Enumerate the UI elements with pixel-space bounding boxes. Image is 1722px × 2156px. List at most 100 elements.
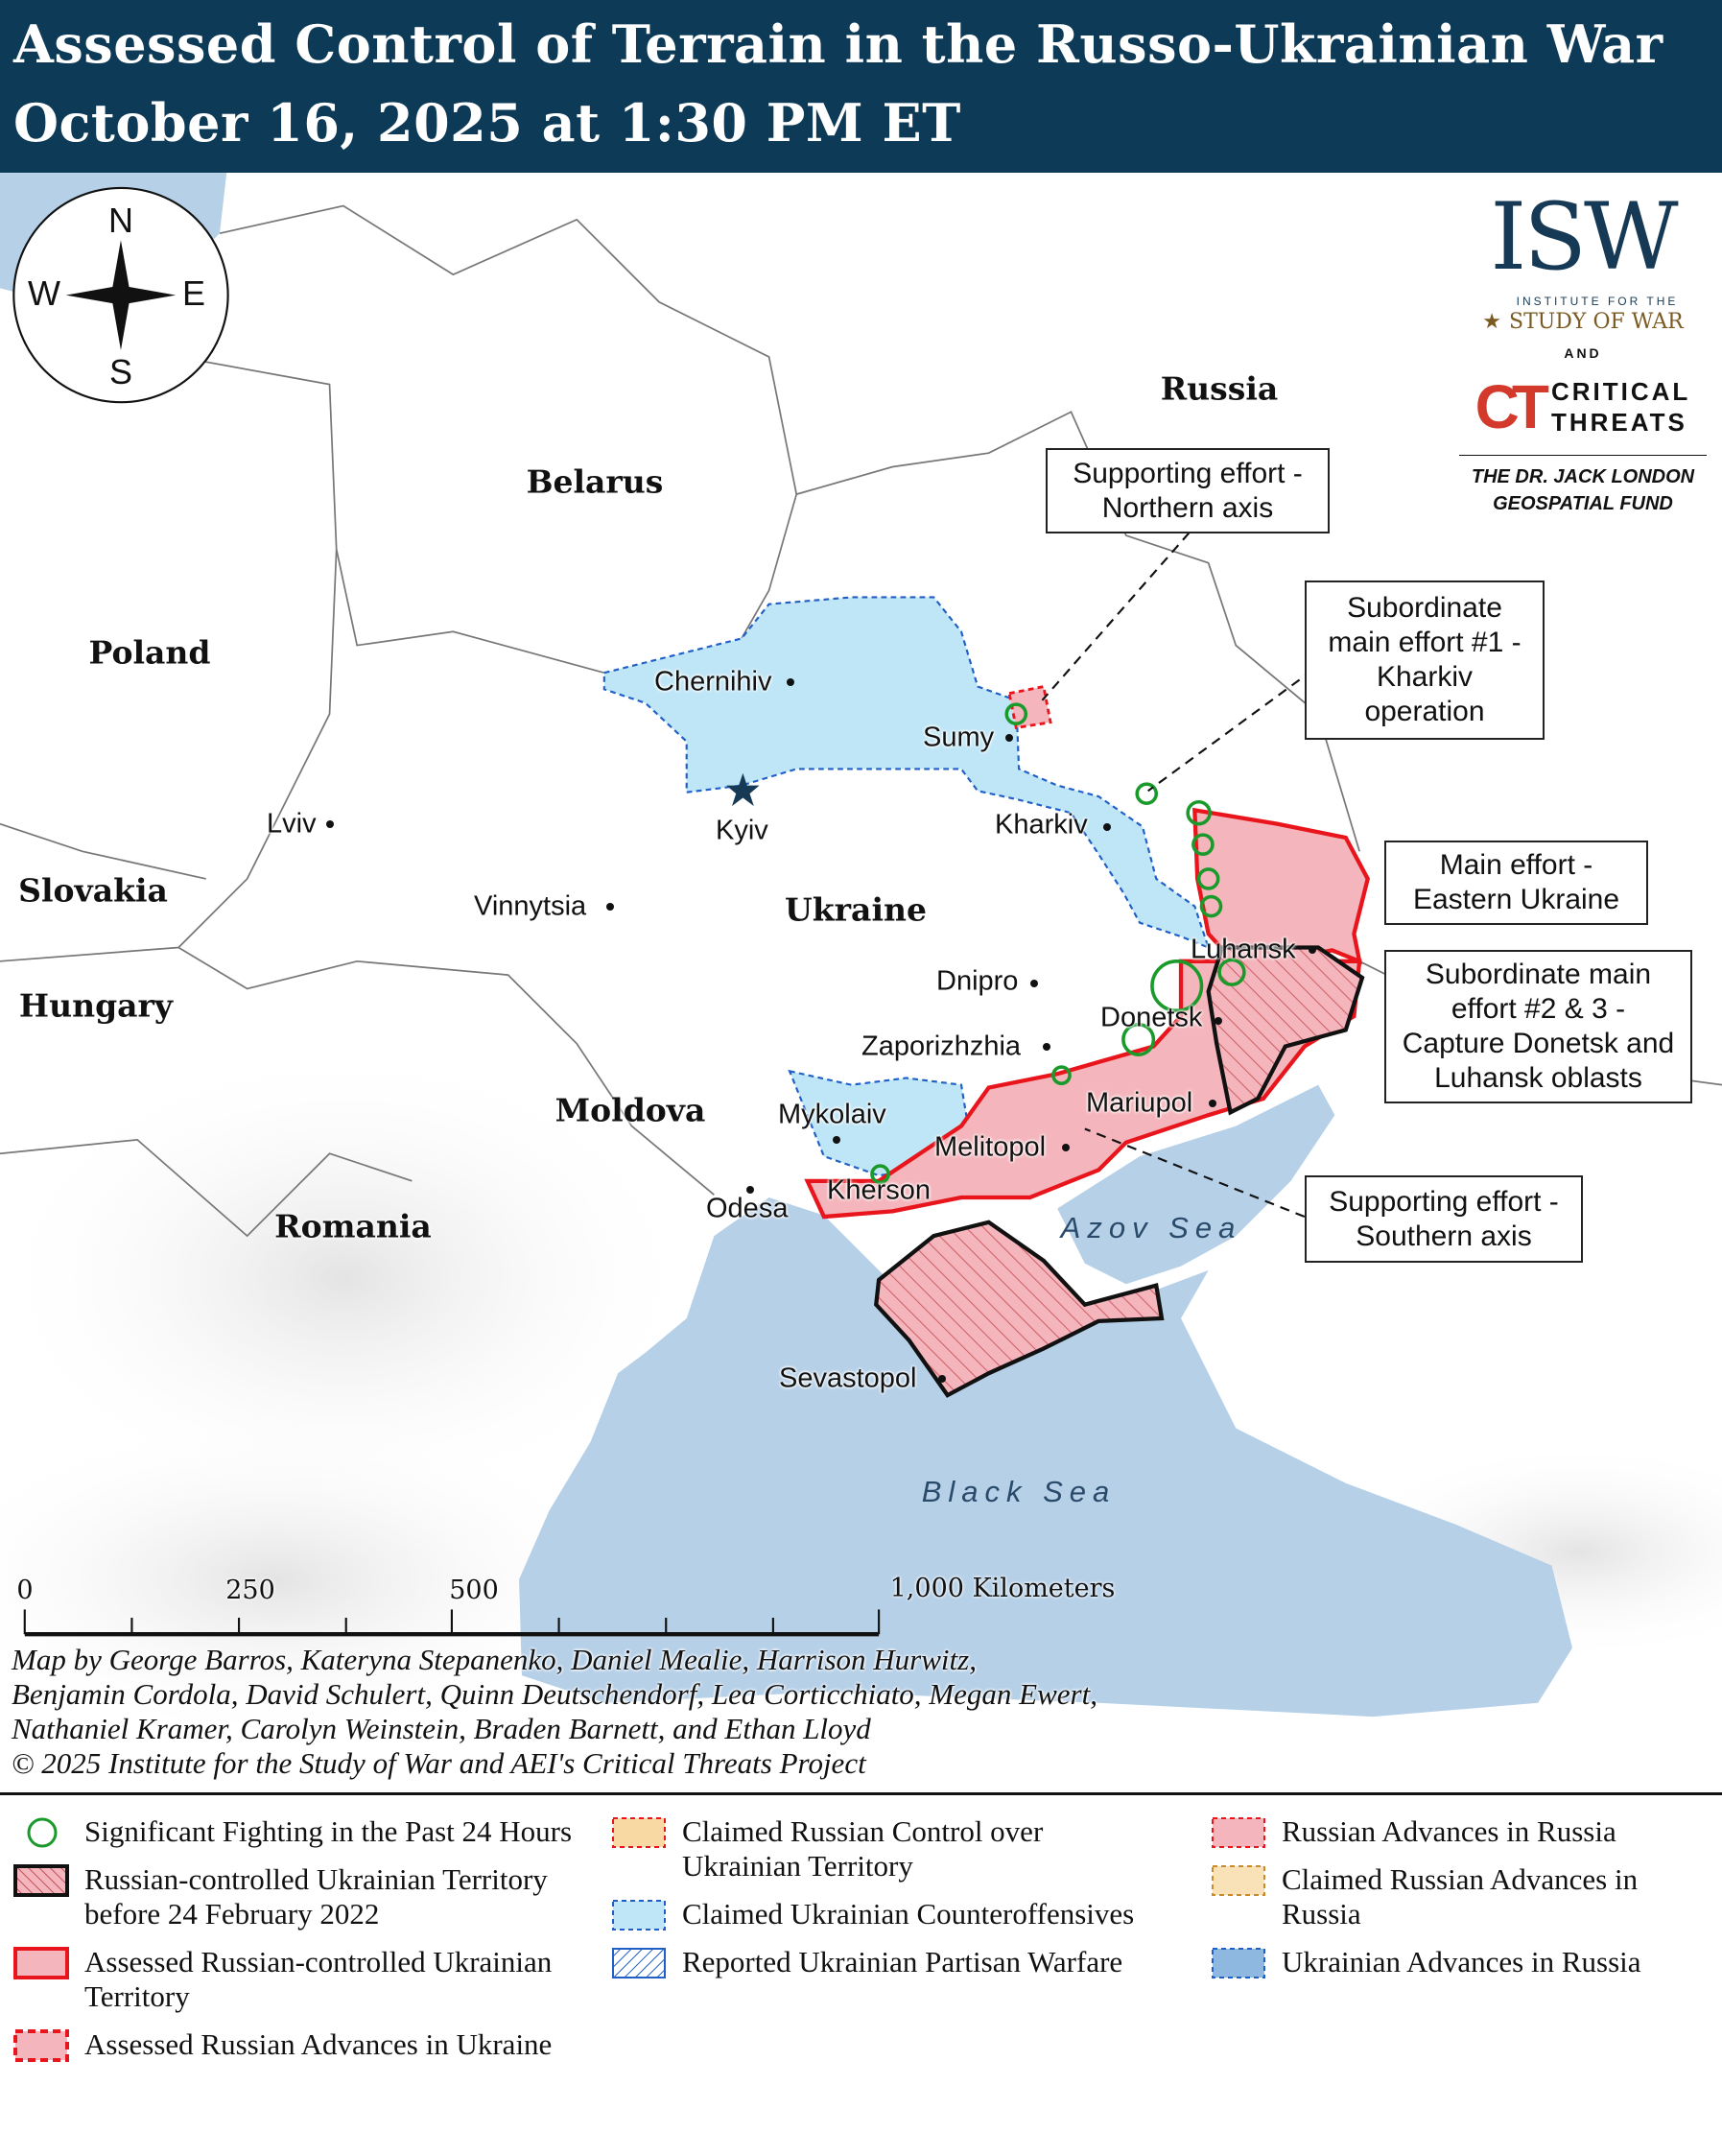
callout-text: Northern axis	[1101, 491, 1274, 524]
city-dot	[1309, 946, 1316, 954]
legend-ukr-adv-russia: Ukrainian Advances in Russia	[1211, 1945, 1710, 1979]
callout-leaders	[1041, 532, 1314, 1219]
black-sea	[519, 1197, 1572, 1718]
legend-pre2022: Russian-controlled Ukrainian Territory b…	[13, 1862, 579, 1931]
credits-line: Nathaniel Kramer, Carolyn Weinstein, Bra…	[12, 1712, 871, 1745]
credits-line: Benjamin Cordola, David Schulert, Quinn …	[12, 1677, 1097, 1711]
carpathians-terrain	[0, 1043, 700, 1511]
city-dot	[1030, 980, 1038, 987]
isw-sub2: ★ STUDY OF WAR	[1453, 309, 1712, 336]
fighting-marker	[1186, 799, 1212, 826]
city-kherson: Kherson	[827, 1174, 932, 1206]
legend-label: Russian-controlled Ukrainian Territory b…	[84, 1862, 548, 1931]
fighting-marker	[1121, 1022, 1156, 1056]
callout-text: main effort #1 -	[1328, 627, 1521, 658]
city-odesa: Odesa	[706, 1193, 789, 1224]
city-zaporizhzhia: Zaporizhzhia	[861, 1031, 1022, 1062]
city-luhansk: Luhansk	[1191, 934, 1296, 965]
legend-label: Assessed Russian-controlled Ukrainian Te…	[84, 1945, 553, 2013]
country-romania: Romania	[274, 1207, 432, 1245]
fighting-marker	[1004, 702, 1028, 725]
callout-northern-axis: Supporting effort - Northern axis	[1046, 448, 1330, 533]
star-icon: ★	[1482, 310, 1501, 334]
balkan-terrain	[0, 1414, 632, 1744]
city-mykolaiv: Mykolaiv	[778, 1099, 886, 1130]
legend-claimed-russian: Claimed Russian Control over Ukrainian T…	[611, 1814, 1168, 1884]
compass-north: N	[108, 201, 133, 240]
legend-claimed-ukr: Claimed Ukrainian Counteroffensives	[611, 1897, 1168, 1931]
city-lviv: Lviv	[267, 808, 317, 840]
city-dot	[938, 1375, 946, 1383]
map: N S E W ISW INSTITUTE FOR THE ★ STUDY OF …	[0, 173, 1722, 1792]
ct-line2: THREATS	[1550, 408, 1687, 437]
crimea	[874, 1220, 1165, 1398]
scale-label-0: 0	[16, 1576, 34, 1605]
city-dnipro: Dnipro	[936, 965, 1019, 997]
callout-subordinate-2-3: Subordinate main effort #2 & 3 - Capture D…	[1384, 950, 1692, 1103]
capital-star-icon	[726, 772, 760, 807]
fighting-marker	[1135, 782, 1159, 805]
legend-fighting: Significant Fighting in the Past 24 Hour…	[13, 1814, 579, 1849]
city-dot	[1043, 1043, 1050, 1051]
fighting-marker	[870, 1164, 890, 1185]
fighting-marker	[1051, 1065, 1072, 1085]
callout-text: operation	[1364, 696, 1485, 727]
city-dot	[1062, 1144, 1070, 1151]
country-ukraine: Ukraine	[785, 890, 927, 929]
compass-east: E	[181, 273, 206, 313]
isw-logo: ISW	[1490, 183, 1678, 291]
callout-text: Supporting effort -	[1329, 1185, 1559, 1218]
legend-label: Claimed Russian Advances in Russia	[1282, 1862, 1639, 1931]
city-kharkiv: Kharkiv	[995, 809, 1088, 841]
red-dashed-swatch-icon	[13, 2029, 69, 2062]
fighting-marker	[1150, 960, 1204, 1013]
callout-text: effort #2 & 3 -	[1451, 993, 1626, 1025]
blue-dashed-swatch-icon	[612, 1900, 666, 1931]
city-dot	[1209, 1100, 1216, 1107]
russian-controlled-east	[1192, 807, 1370, 966]
credits-line: Map by George Barros, Kateryna Stepanenk…	[12, 1643, 977, 1676]
legend-partisan: Reported Ukrainian Partisan Warfare	[611, 1945, 1168, 1979]
compass	[12, 186, 229, 404]
logo-block: ISW INSTITUTE FOR THE ★ STUDY OF WAR AND …	[1453, 180, 1712, 517]
blue-hatched-swatch-icon	[612, 1948, 666, 1978]
city-dot	[833, 1136, 840, 1144]
fund-line1: THE DR. JACK LONDON	[1471, 466, 1695, 487]
title-line-2: October 16, 2025 at 1:30 PM ET	[13, 92, 961, 154]
compass-south: S	[108, 352, 133, 391]
city-vinnytsia: Vinnytsia	[474, 890, 587, 922]
isw-sub1: INSTITUTE FOR THE	[1516, 295, 1679, 308]
ct-mark: CT	[1474, 372, 1549, 441]
red-swatch-icon	[13, 1947, 69, 1979]
ct-logo: CT CRITICAL THREATS	[1453, 370, 1712, 443]
scale-label-1000: 1,000 Kilometers	[889, 1574, 1116, 1603]
pink-dashed-swatch-icon	[1212, 1817, 1265, 1848]
scale-label-250: 250	[225, 1576, 275, 1605]
legend-claimed-ru-adv-russia: Claimed Russian Advances in Russia	[1211, 1862, 1710, 1931]
isw-sub2-text: STUDY OF WAR	[1509, 310, 1684, 334]
fund-line2: GEOSPATIAL FUND	[1493, 493, 1673, 514]
azov-sea	[1057, 1084, 1335, 1285]
legend-column-2: Claimed Russian Control over Ukrainian T…	[611, 1814, 1168, 1979]
country-slovakia: Slovakia	[18, 871, 168, 910]
legend-column-3: Russian Advances in Russia Claimed Russi…	[1211, 1814, 1710, 1979]
city-sevastopol: Sevastopol	[779, 1362, 917, 1394]
country-poland: Poland	[88, 633, 211, 672]
scale-label-500: 500	[449, 1576, 499, 1605]
title-line-1: Assessed Control of Terrain in the Russo…	[13, 13, 1663, 75]
legend-ru-adv-russia: Russian Advances in Russia	[1211, 1814, 1710, 1849]
city-dot	[746, 1186, 754, 1194]
callout-text: Eastern Ukraine	[1412, 884, 1620, 915]
legend-label: Significant Fighting in the Past 24 Hour…	[84, 1814, 573, 1848]
sea-azov: Azov Sea	[1060, 1211, 1242, 1244]
legend-label: Claimed Ukrainian Counteroffensives	[682, 1897, 1135, 1931]
fighting-marker	[1199, 894, 1223, 918]
city-dot	[326, 820, 334, 828]
legend-label: Claimed Russian Control over Ukrainian T…	[682, 1814, 1044, 1883]
credits: Map by George Barros, Kateryna Stepanenk…	[12, 1643, 1097, 1781]
ukrainian-counteroffensive-north	[602, 596, 1211, 950]
callout-main-effort: Main effort - Eastern Ukraine	[1384, 841, 1648, 925]
legend-column-1: Significant Fighting in the Past 24 Hour…	[13, 1814, 579, 2062]
pre-2022-donbas	[1206, 945, 1365, 1116]
fighting-marker	[1196, 867, 1220, 890]
